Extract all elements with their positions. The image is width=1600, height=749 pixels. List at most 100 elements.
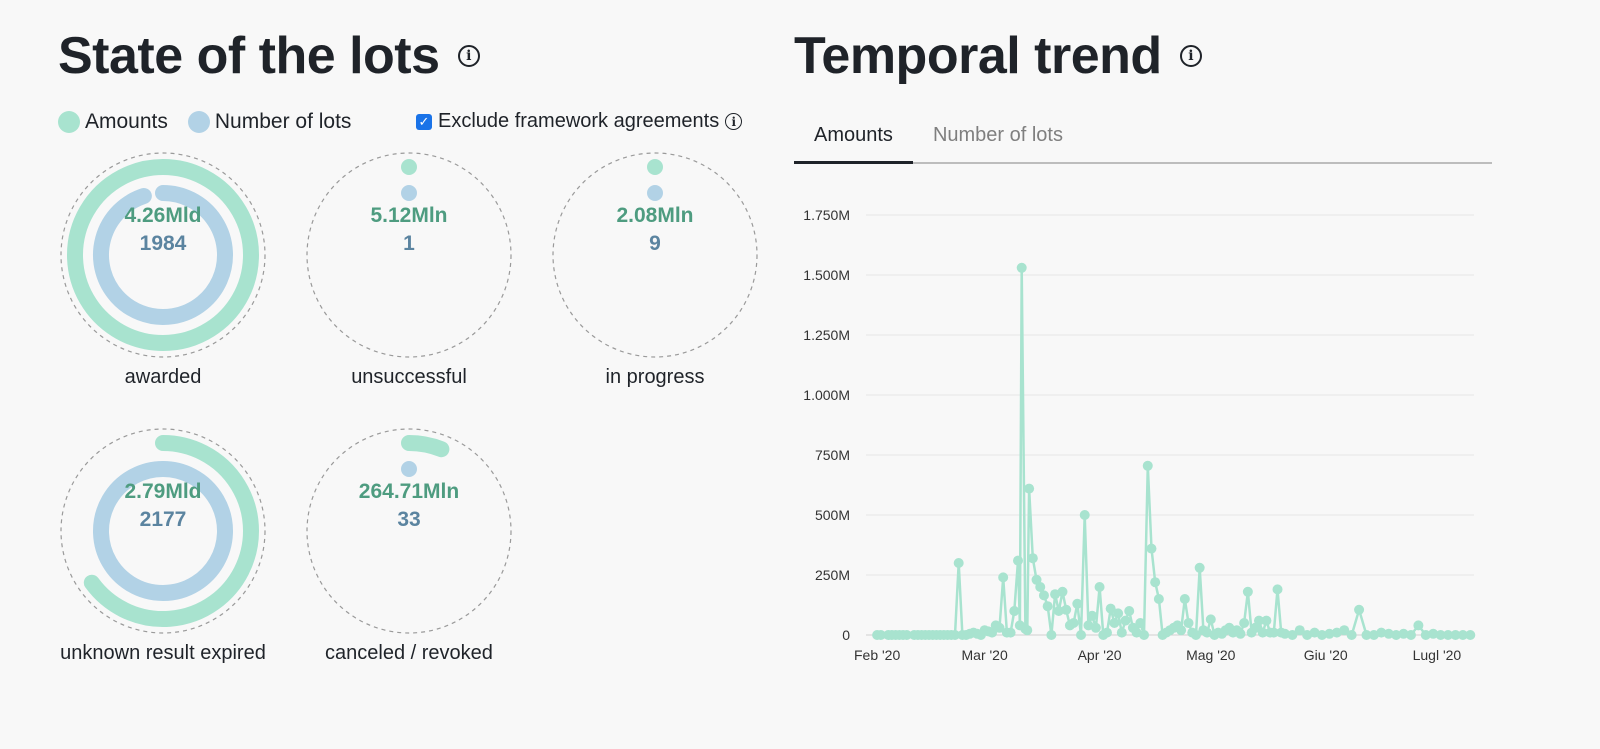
data-point <box>1435 630 1446 640</box>
data-point <box>1324 628 1335 639</box>
donut-ring <box>60 428 266 634</box>
data-point <box>1205 614 1216 625</box>
legend: Amounts Number of lots <box>58 110 351 134</box>
donut-outline <box>60 428 266 634</box>
data-point <box>1376 627 1387 638</box>
x-tick-label: Mag '20 <box>1186 647 1236 663</box>
data-point <box>1046 630 1057 640</box>
data-point <box>1009 606 1020 616</box>
data-point <box>1317 630 1327 640</box>
donut-in-progress[interactable]: 2.08Mln 9 in progress <box>550 150 760 389</box>
data-point <box>1287 630 1298 640</box>
data-point <box>994 622 1005 633</box>
data-point <box>1101 627 1112 638</box>
data-point <box>1361 630 1372 640</box>
amounts-legend-swatch <box>58 111 80 133</box>
x-tick-label: Mar '20 <box>962 647 1008 663</box>
data-point <box>998 572 1009 583</box>
data-point <box>1139 630 1150 640</box>
donut-values: 5.12Mln 1 <box>304 202 514 258</box>
donut-outline <box>552 152 758 358</box>
data-point <box>1053 606 1064 616</box>
temporal-trend-chart: 0 250M 500M 750M 1.000M 1.250M 1.500M 1.750M Feb… <box>803 207 1476 663</box>
donut-awarded[interactable]: 4.26Mld 1984 awarded <box>58 150 268 389</box>
exclude-framework-toggle[interactable]: ✓ Exclude framework agreements i <box>416 110 743 133</box>
data-point <box>1261 615 1272 626</box>
data-point <box>1022 625 1033 636</box>
y-tick-label: 0 <box>842 627 850 643</box>
data-point <box>875 630 886 640</box>
x-tick-label: Apr '20 <box>1078 647 1122 663</box>
count-arc <box>92 461 233 601</box>
data-point <box>1113 608 1124 619</box>
data-point <box>1035 582 1046 592</box>
tab-amounts[interactable]: Amounts <box>794 120 913 164</box>
data-point <box>1450 630 1461 640</box>
amount-dot <box>401 159 417 175</box>
data-point <box>1135 618 1146 628</box>
donut-count: 1984 <box>139 232 187 255</box>
trend-title-text: Temporal trend <box>794 27 1162 85</box>
info-icon[interactable]: i <box>457 45 480 67</box>
data-point <box>1057 586 1068 597</box>
donut-label: unsuccessful <box>351 366 467 388</box>
data-point <box>1420 630 1431 640</box>
data-point <box>1068 618 1079 628</box>
x-tick-label: Feb '20 <box>854 647 900 663</box>
series-line <box>877 266 1471 637</box>
donut-values: 4.26Mld 1984 <box>58 202 268 258</box>
data-point <box>1024 483 1035 494</box>
data-point <box>1235 628 1246 639</box>
count-dot <box>401 185 417 201</box>
data-point <box>901 630 912 640</box>
donut-ring <box>306 152 512 358</box>
data-point <box>1413 620 1424 631</box>
donut-outline <box>306 152 512 358</box>
exclude-framework-label[interactable]: Exclude framework agreements <box>438 110 720 132</box>
amount-arc <box>83 435 259 627</box>
donut-values: 2.79Mld 2177 <box>58 478 268 534</box>
exclude-framework-checkbox[interactable]: ✓ <box>416 113 432 130</box>
tab-number-of-lots[interactable]: Number of lots <box>932 124 1063 146</box>
donut-amount: 4.26Mld <box>124 204 202 227</box>
data-point <box>1383 628 1394 639</box>
donut-outline <box>60 152 266 358</box>
donut-label: canceled / revoked <box>325 642 493 664</box>
donut-count: 2177 <box>139 508 187 531</box>
data-point <box>1294 625 1305 636</box>
info-icon[interactable]: i <box>1179 45 1202 67</box>
data-point <box>1354 604 1365 615</box>
donut-label: unknown result expired <box>60 642 266 664</box>
donut-unsuccessful[interactable]: 5.12Mln 1 unsuccessful <box>304 150 514 389</box>
info-icon[interactable]: i <box>725 113 743 130</box>
data-point <box>1124 606 1135 616</box>
data-point <box>1087 610 1098 621</box>
y-tick-label: 500M <box>815 507 850 523</box>
data-point <box>1013 555 1023 566</box>
data-point <box>1042 601 1053 612</box>
y-tick-label: 1.000M <box>803 387 850 403</box>
trend-title: Temporal trend i <box>794 30 1530 82</box>
count-dot <box>647 185 663 201</box>
data-point <box>1190 630 1201 640</box>
donut-canceled-revoked[interactable]: 264.71Mln 33 canceled / revoked <box>304 426 514 665</box>
data-point <box>1038 590 1049 601</box>
data-point <box>1072 598 1083 609</box>
y-tick-label: 1.250M <box>803 327 850 343</box>
donut-count: 1 <box>403 232 415 255</box>
y-tick-label: 750M <box>815 447 850 463</box>
data-point <box>1105 603 1116 614</box>
donut-label: awarded <box>124 366 202 388</box>
amount-arc <box>401 435 450 458</box>
amounts-legend-label: Amounts <box>85 110 168 133</box>
data-point <box>1116 627 1127 638</box>
donut-unknown-result-expired[interactable]: 2.79Mld 2177 unknown result expired <box>58 426 268 665</box>
donut-count: 9 <box>649 232 661 255</box>
data-point <box>953 558 964 568</box>
data-point <box>1405 630 1416 640</box>
data-point <box>1109 618 1120 628</box>
state-title-text: State of the lots <box>58 27 440 85</box>
data-point <box>949 630 960 640</box>
data-point <box>1179 594 1190 604</box>
donut-label: in progress <box>605 366 705 388</box>
